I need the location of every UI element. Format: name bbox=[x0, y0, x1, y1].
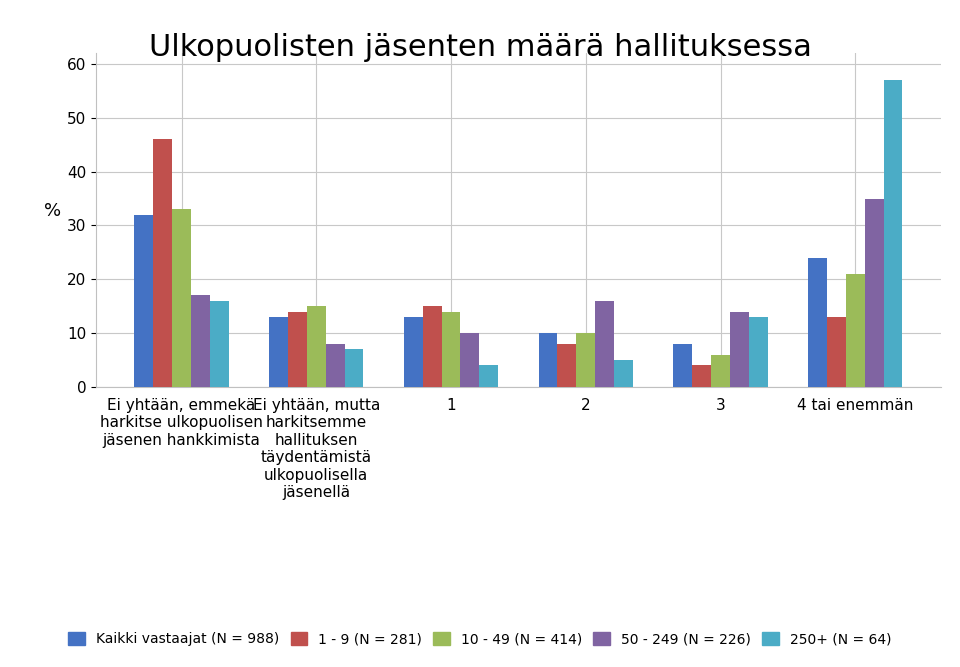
Bar bbox=[479, 366, 498, 387]
Bar bbox=[172, 209, 191, 387]
Bar bbox=[325, 344, 345, 387]
Bar bbox=[269, 317, 288, 387]
Bar bbox=[711, 355, 730, 387]
Bar bbox=[442, 311, 461, 387]
Bar bbox=[692, 366, 711, 387]
Bar bbox=[154, 139, 172, 387]
Bar bbox=[134, 215, 154, 387]
Bar bbox=[422, 306, 442, 387]
Bar bbox=[345, 350, 364, 387]
Bar bbox=[673, 344, 692, 387]
Bar bbox=[461, 333, 479, 387]
Legend: Kaikki vastaajat (N = 988), 1 - 9 (N = 281), 10 - 49 (N = 414), 50 - 249 (N = 22: Kaikki vastaajat (N = 988), 1 - 9 (N = 2… bbox=[61, 626, 899, 654]
Text: Ulkopuolisten jäsenten määrä hallituksessa: Ulkopuolisten jäsenten määrä hallitukses… bbox=[149, 33, 811, 62]
Bar bbox=[404, 317, 422, 387]
Bar bbox=[614, 360, 633, 387]
Bar bbox=[865, 199, 883, 387]
Bar bbox=[808, 257, 827, 387]
Y-axis label: %: % bbox=[44, 202, 61, 220]
Bar bbox=[558, 344, 576, 387]
Bar bbox=[307, 306, 325, 387]
Bar bbox=[210, 301, 228, 387]
Bar bbox=[595, 301, 614, 387]
Bar bbox=[539, 333, 558, 387]
Bar bbox=[191, 295, 210, 387]
Bar bbox=[576, 333, 595, 387]
Bar bbox=[883, 80, 902, 387]
Bar bbox=[827, 317, 846, 387]
Bar bbox=[846, 274, 865, 387]
Bar bbox=[749, 317, 768, 387]
Bar bbox=[730, 311, 749, 387]
Bar bbox=[288, 311, 307, 387]
